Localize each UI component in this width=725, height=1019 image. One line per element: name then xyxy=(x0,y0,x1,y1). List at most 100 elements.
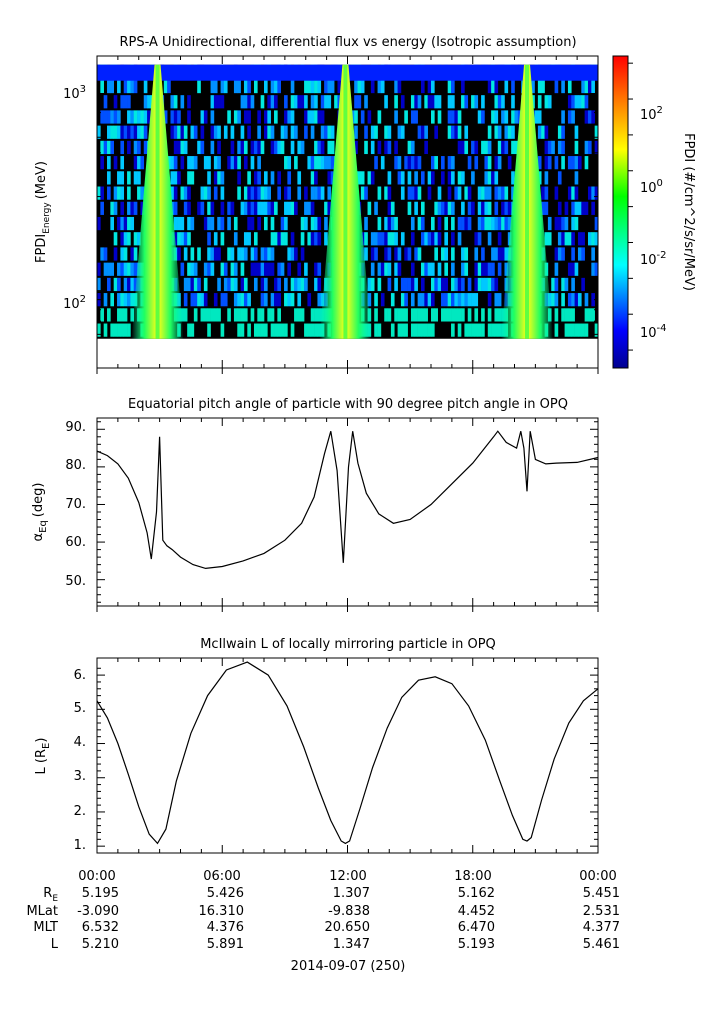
heatmap-cell xyxy=(567,156,572,170)
heatmap-cell xyxy=(127,201,131,215)
heatmap-cell xyxy=(487,293,492,307)
heatmap-cell xyxy=(287,293,292,307)
heatmap-cell xyxy=(447,171,452,185)
heatmap-cell xyxy=(314,110,318,124)
heatmap-cell xyxy=(197,201,201,215)
heatmap-cell xyxy=(544,201,549,215)
heatmap-cell xyxy=(591,232,595,246)
heatmap-cell xyxy=(210,125,215,139)
heatmap-cell xyxy=(394,262,398,276)
heatmap-cell xyxy=(374,247,378,261)
heatmap-cell xyxy=(297,186,302,200)
heatmap-cell xyxy=(441,308,445,322)
heatmap-cell xyxy=(474,293,479,307)
heatmap-cell xyxy=(400,171,405,185)
heatmap-cell xyxy=(123,232,128,246)
heatmap-cell xyxy=(414,95,418,109)
heatmap-cell xyxy=(384,262,388,276)
heatmap-cell xyxy=(247,95,251,109)
heatmap-cell xyxy=(477,201,482,215)
heatmap-cell xyxy=(577,95,582,109)
heatmap-cell xyxy=(133,262,138,276)
ephemeris-value: 5.162 xyxy=(458,886,495,901)
heatmap-cell xyxy=(497,308,502,322)
heatmap-cell xyxy=(431,232,435,246)
heatmap-cell xyxy=(420,232,425,246)
heatmap-cell xyxy=(180,95,185,109)
heatmap-cell xyxy=(183,247,188,261)
heatmap-cell xyxy=(187,156,191,170)
heatmap-cell xyxy=(400,95,405,109)
heatmap-cell xyxy=(451,232,455,246)
panel2-ylabel: αEq(deg) xyxy=(31,483,49,542)
heatmap-cell xyxy=(97,262,101,276)
heatmap-cell xyxy=(250,156,255,170)
heatmap-cell xyxy=(414,201,418,215)
heatmap-cell xyxy=(307,293,312,307)
heatmap-cell xyxy=(267,201,271,215)
ephemeris-value: 4.452 xyxy=(458,904,495,919)
heatmap-cell xyxy=(317,186,322,200)
heatmap-cell xyxy=(203,186,208,200)
heatmap-cell xyxy=(431,110,435,124)
heatmap-cell xyxy=(193,156,198,170)
heatmap-cell xyxy=(173,140,178,155)
heatmap-cell xyxy=(410,140,415,155)
heatmap-cell xyxy=(257,323,261,337)
heatmap-cell xyxy=(247,171,251,185)
heatmap-cell xyxy=(227,247,231,261)
heatmap-cell xyxy=(314,171,318,185)
heatmap-cell xyxy=(561,140,565,155)
heatmap-cell xyxy=(464,140,469,155)
heatmap-cell xyxy=(247,232,251,246)
heatmap-cell xyxy=(117,293,121,307)
heatmap-cell xyxy=(491,79,495,94)
heatmap-cell xyxy=(117,171,121,185)
heatmap-cell xyxy=(267,110,271,124)
heatmap-cell xyxy=(330,125,335,139)
heatmap-cell xyxy=(264,262,268,276)
heatmap-cell xyxy=(571,277,575,292)
heatmap-cell xyxy=(173,232,178,246)
heatmap-cell xyxy=(123,79,128,94)
heatmap-cell xyxy=(247,110,251,124)
heatmap-cell xyxy=(481,262,485,276)
heatmap-cell xyxy=(250,262,255,276)
heatmap-cell xyxy=(497,156,502,170)
heatmap-cell xyxy=(190,293,195,307)
heatmap-cell xyxy=(247,216,251,231)
heatmap-cell xyxy=(183,308,188,322)
ephemeris-labels: RE MLat MLT L xyxy=(26,886,58,952)
heatmap-cell xyxy=(497,247,502,261)
heatmap-cell xyxy=(544,186,549,200)
heatmap-cell xyxy=(400,232,405,246)
panel2-yticks xyxy=(97,421,598,603)
heatmap-cell xyxy=(274,323,278,337)
ephemeris-value: 5.461 xyxy=(583,937,620,952)
heatmap-cell xyxy=(390,216,395,231)
heatmap-cell xyxy=(247,186,251,200)
heatmap-cell xyxy=(380,262,385,276)
heatmap-cell xyxy=(581,277,585,292)
heatmap-cell xyxy=(97,277,101,292)
heatmap-cell xyxy=(270,308,275,322)
heatmap-cell xyxy=(133,201,138,215)
heatmap-cell xyxy=(461,247,465,261)
heatmap-cell xyxy=(210,201,215,215)
heatmap-cell xyxy=(317,156,322,170)
heatmap-cell xyxy=(420,79,425,94)
heatmap-cell xyxy=(571,232,575,246)
heatmap-cell xyxy=(100,156,104,170)
heatmap-cell xyxy=(377,277,382,292)
heatmap-cell xyxy=(581,232,585,246)
heatmap-cell xyxy=(284,201,288,215)
heatmap-cell xyxy=(494,293,499,307)
heatmap-cell xyxy=(300,277,305,292)
heatmap-cell xyxy=(444,201,448,215)
ephemeris-values: 5.195 5.426 1.307 5.162 5.451 -3.090 16.310 -9.… xyxy=(77,886,620,952)
heatmap-cell xyxy=(324,95,328,109)
heatmap-cell xyxy=(120,308,125,322)
heatmap-cell xyxy=(364,140,368,155)
heatmap-cell xyxy=(417,156,422,170)
heatmap-cell xyxy=(410,110,415,124)
